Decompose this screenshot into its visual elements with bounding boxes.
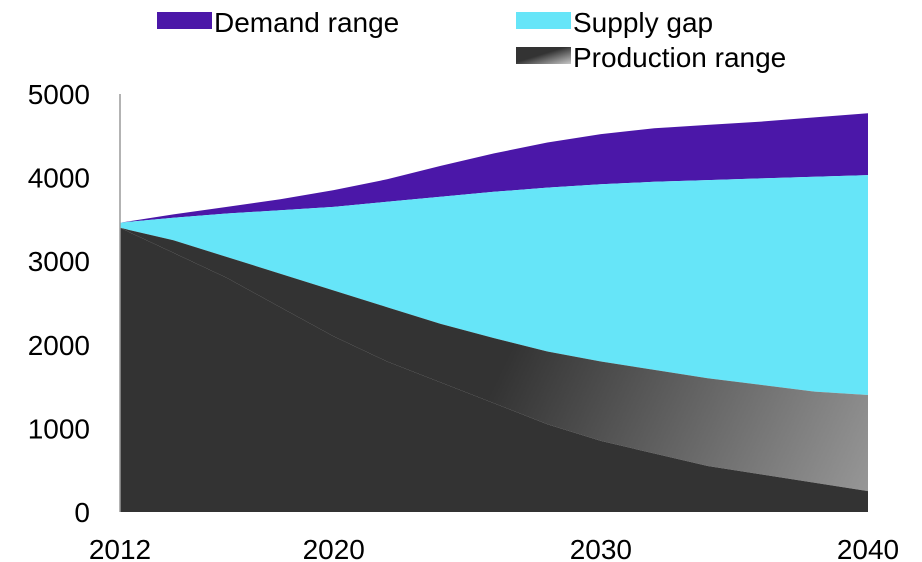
- series-area-supply-gap: [120, 175, 868, 395]
- legend-item-production-range[interactable]: Production range: [516, 42, 786, 73]
- y-axis-ticks: 0 1000 2000 3000 4000 5000: [28, 79, 90, 528]
- y-tick-label-4000: 4000: [28, 163, 90, 194]
- legend-label-demand-range: Demand range: [214, 7, 399, 38]
- series-area-demand-range: [120, 113, 868, 223]
- legend-item-demand-range[interactable]: Demand range: [157, 7, 399, 38]
- y-tick-label-2000: 2000: [28, 330, 90, 361]
- legend-item-supply-gap[interactable]: Supply gap: [516, 7, 713, 38]
- legend: Demand range Supply gap Production range: [157, 7, 786, 73]
- legend-label-supply-gap: Supply gap: [573, 7, 713, 38]
- y-tick-label-3000: 3000: [28, 246, 90, 277]
- x-tick-label-2040: 2040: [837, 534, 899, 562]
- y-tick-label-5000: 5000: [28, 79, 90, 110]
- legend-swatch-supply-gap: [516, 12, 571, 29]
- legend-swatch-production-range: [516, 47, 571, 64]
- x-tick-label-2030: 2030: [570, 534, 632, 562]
- series-area-production-range-upper: [120, 227, 868, 492]
- x-tick-label-2020: 2020: [303, 534, 365, 562]
- y-tick-label-0: 0: [74, 497, 90, 528]
- series-area-production-range-lower: [120, 227, 868, 513]
- x-tick-label-2012: 2012: [89, 534, 151, 562]
- plot-area: [120, 113, 868, 513]
- y-tick-label-1000: 1000: [28, 413, 90, 444]
- legend-swatch-demand-range: [157, 12, 212, 29]
- legend-label-production-range: Production range: [573, 42, 786, 73]
- x-axis-ticks: 2012 2020 2030 2040: [89, 534, 899, 562]
